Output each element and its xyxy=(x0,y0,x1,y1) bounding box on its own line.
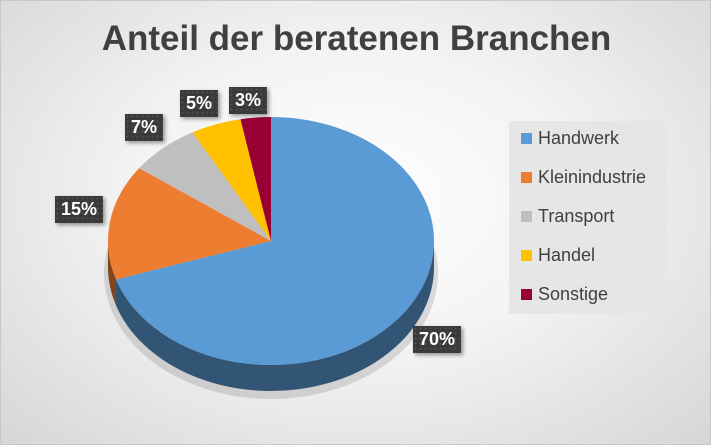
legend-item-sonstige: Sonstige xyxy=(521,284,608,305)
pie-slice-transport[interactable] xyxy=(139,132,271,241)
data-label-sonstige: 3% xyxy=(229,87,268,114)
legend: Handwerk Kleinindustrie Transport Handel Son… xyxy=(509,121,667,314)
legend-item-handel: Handel xyxy=(521,245,595,266)
pie-side-kleinindustrie xyxy=(108,241,116,306)
data-label-transport: 7% xyxy=(125,114,164,141)
legend-label: Transport xyxy=(538,206,615,226)
legend-item-kleinindustrie: Kleinindustrie xyxy=(521,167,646,188)
data-label-handwerk: 70% xyxy=(413,326,462,353)
legend-item-transport: Transport xyxy=(521,206,614,227)
pie-slice-handwerk[interactable] xyxy=(115,117,435,365)
pie-slice-handel[interactable] xyxy=(192,119,271,241)
legend-swatch xyxy=(521,250,532,261)
pie-slice-kleinindustrie[interactable] xyxy=(108,168,271,280)
pie-slice-sonstige[interactable] xyxy=(240,117,271,241)
legend-label: Handel xyxy=(538,245,596,265)
legend-label: Kleinindustrie xyxy=(538,167,647,187)
data-label-kleinindustrie: 15% xyxy=(55,196,104,223)
legend-swatch xyxy=(521,172,532,183)
legend-swatch xyxy=(521,133,532,144)
legend-label: Handwerk xyxy=(538,128,620,148)
legend-label: Sonstige xyxy=(538,284,609,304)
pie-side-handwerk xyxy=(115,241,435,391)
legend-swatch xyxy=(521,289,532,300)
legend-item-handwerk: Handwerk xyxy=(521,128,619,149)
legend-swatch xyxy=(521,211,532,222)
data-label-handel: 5% xyxy=(180,90,219,117)
chart-title: Anteil der beratenen Branchen xyxy=(101,19,612,58)
